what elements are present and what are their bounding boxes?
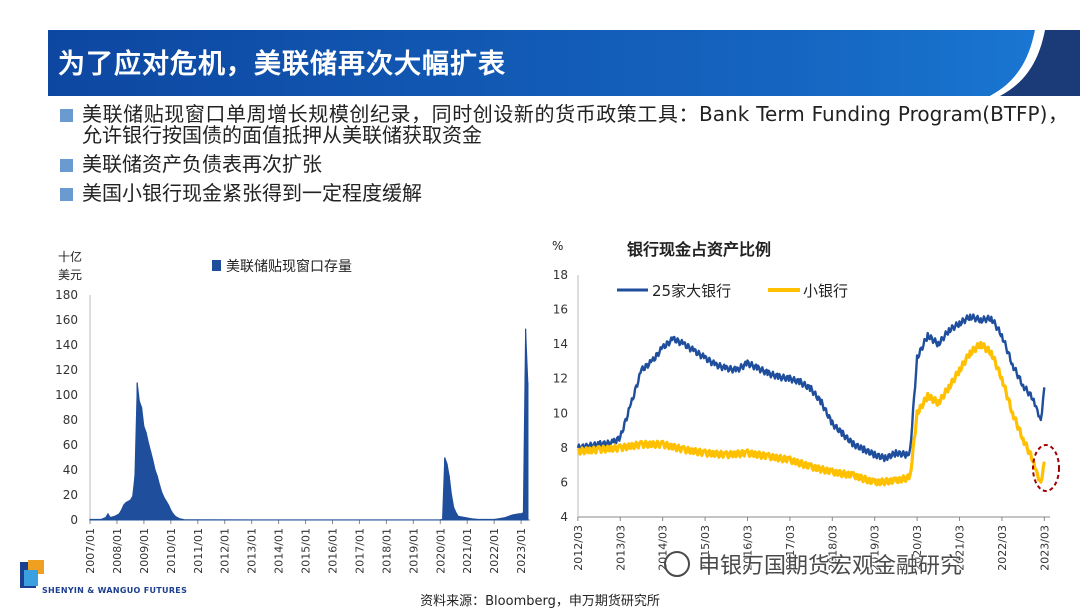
series-line [576,340,1046,487]
x-tick-label: 2012/03 [572,525,585,571]
legend-label: 25家大银行 [652,282,731,300]
x-tick-label: 2011/01 [192,528,205,574]
x-tick-label: 2020/03 [911,525,924,571]
bullet-item: 美国小银行现金紧张得到一定程度缓解 [58,183,1068,204]
x-tick-label: 2016/03 [741,525,754,571]
x-tick-label: 2019/01 [407,528,420,574]
bank-cash-ratio-chart: % 银行现金占资产比例 4 6 8 10 12 14 16 18 2012/03 2013/03 201… [552,239,1060,571]
x-tick-label: 2017/01 [353,528,366,574]
bullet-square-icon [60,159,73,172]
x-tick-label: 2010/01 [165,528,178,574]
bullet-item: 美联储贴现窗口单周增长规模创纪录，同时创设新的货币政策工具：Bank Term … [58,104,1068,146]
x-tick-label: 2021/01 [461,528,474,574]
x-tick-label: 2018/03 [826,525,839,571]
y-unit-label: 美元 [58,268,82,282]
x-tick-label: 2016/01 [326,528,339,574]
x-tick-label: 2008/01 [111,528,124,574]
x-tick-label: 2019/03 [869,525,882,571]
y-tick-label: 180 [55,288,78,302]
x-tick-label: 2022/01 [488,528,501,574]
y-tick-label: 8 [560,441,568,455]
x-tick-label: 2013/03 [614,525,627,571]
bullet-text: 美国小银行现金紧张得到一定程度缓解 [82,181,422,205]
x-tick-label: 2020/01 [434,528,447,574]
y-tick-label: 140 [55,338,78,352]
bullet-item: 美联储资产负债表再次扩张 [58,154,1068,175]
y-tick-label: 18 [553,268,568,282]
highlight-circle [1032,444,1060,492]
x-tick-label: 2014/01 [273,528,286,574]
x-tick-label: 2007/01 [84,528,97,574]
y-tick-label: 16 [553,303,568,317]
y-tick-label: 60 [63,438,78,452]
bullet-square-icon [60,188,73,201]
x-tick-label: 2015/01 [300,528,313,574]
y-tick-label: 12 [553,372,568,386]
y-tick-label: 80 [63,413,78,427]
y-tick-label: 10 [553,406,568,420]
legend-label: 美联储贴现窗口存量 [226,258,352,275]
x-tick-label: 2018/01 [380,528,393,574]
bullet-list: 美联储贴现窗口单周增长规模创纪录，同时创设新的货币政策工具：Bank Term … [58,104,1068,212]
y-unit-label: % [552,239,563,253]
y-unit-label: 十亿 [58,249,82,264]
x-tick-label: 2021/03 [954,525,967,571]
y-tick-label: 160 [55,313,78,327]
source-note: 资料来源：Bloomberg，申万期货研究所 [420,594,660,609]
slide-title: 为了应对危机，美联储再次大幅扩表 [58,49,506,80]
x-tick-label: 2012/01 [219,528,232,574]
series-line [576,313,1046,463]
company-logo-text: SHENYIN & WANGUO FUTURES [42,586,188,595]
y-tick-label: 0 [70,513,78,527]
y-tick-label: 4 [560,510,568,524]
x-tick-label: 2022/03 [996,525,1009,571]
y-tick-label: 120 [55,363,78,377]
bullet-square-icon [60,109,73,122]
watermark: 申银万国期货宏观金融研究 [664,548,962,580]
x-tick-label: 2023/01 [515,528,528,574]
y-tick-label: 14 [553,337,568,351]
chart-title: 银行现金占资产比例 [627,240,771,259]
bullet-text: 美联储贴现窗口单周增长规模创纪录，同时创设新的货币政策工具：Bank Term … [82,102,1068,147]
x-tick-label: 2009/01 [138,528,151,574]
x-tick-label: 2023/03 [1038,525,1051,571]
wechat-icon [664,551,690,577]
company-logo-icon [20,560,44,588]
x-tick-label: 2015/03 [699,525,712,571]
legend-swatch [212,260,221,271]
x-tick-label: 2017/03 [784,525,797,571]
watermark-text: 申银万国期货宏观金融研究 [698,554,963,579]
x-tick-label: 2013/01 [246,528,259,574]
bullet-text: 美联储资产负债表再次扩张 [82,152,322,176]
y-tick-label: 40 [63,463,78,477]
y-tick-label: 6 [560,475,568,489]
legend-label: 小银行 [803,282,848,300]
title-banner [48,30,1080,96]
y-tick-label: 100 [55,388,78,402]
y-tick-label: 20 [63,488,78,502]
